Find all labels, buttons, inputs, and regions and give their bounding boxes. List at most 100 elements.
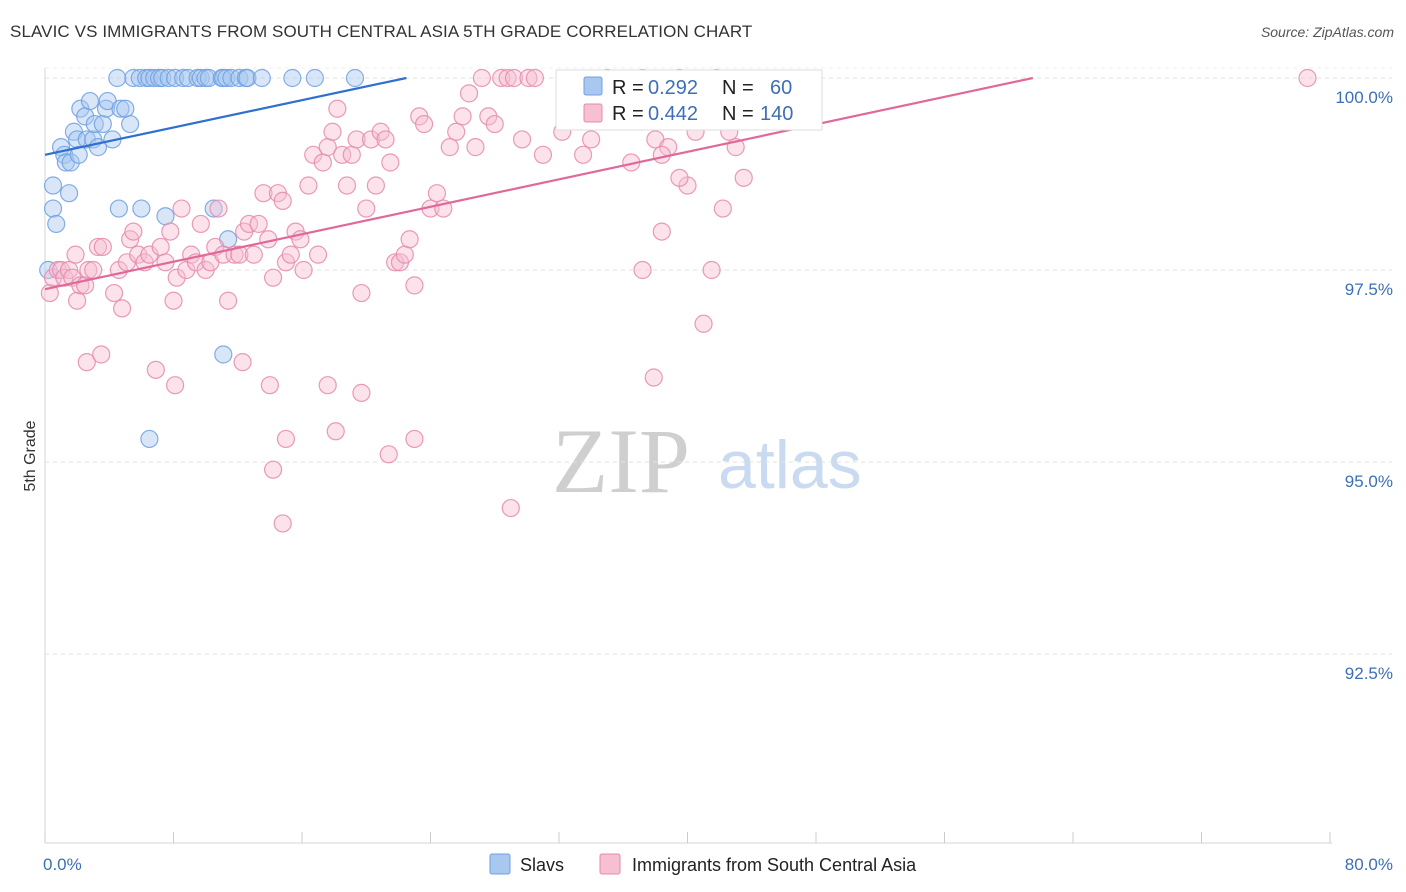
x-ticks [44, 832, 1331, 843]
immigrants-point [427, 184, 447, 203]
y-tick-label: 100.0% [1335, 88, 1393, 107]
slavs-point [305, 68, 324, 88]
slavs-point [59, 184, 79, 203]
immigrants-point [734, 168, 753, 187]
slavs-point [204, 199, 223, 218]
immigrants-point [652, 145, 671, 164]
slavs-point [43, 176, 63, 195]
bottom-legend-swatch-immigrants [599, 853, 621, 875]
immigrants-point [472, 68, 491, 88]
slavs-point [116, 99, 135, 118]
immigrants-point [167, 268, 186, 287]
slavs-point [93, 114, 112, 134]
immigrants-point [347, 130, 366, 149]
immigrants-point [447, 122, 466, 141]
slavs-point [80, 91, 100, 111]
immigrants-point [191, 214, 210, 234]
legend-swatch-slavs [583, 76, 603, 96]
slavs-point [238, 68, 257, 88]
y-tick-label: 97.5% [1345, 280, 1393, 299]
immigrants-point [512, 130, 532, 149]
immigrants-point [84, 260, 103, 280]
immigrants-point [77, 353, 96, 372]
immigrants-point [652, 222, 671, 241]
immigrants-point [381, 153, 400, 172]
bottom-legend-label-immigrants: Immigrants from South Central Asia [632, 855, 917, 875]
legend-n-label-slavs: N = [722, 77, 754, 99]
slavs-point [156, 207, 175, 226]
immigrants-point [492, 68, 511, 88]
immigrants-trend-line [44, 76, 1034, 291]
immigrants-point [633, 260, 652, 280]
immigrants-point [112, 299, 132, 318]
slavs-point [132, 199, 151, 218]
legend-r-value-slavs: 0.292 [648, 77, 698, 99]
immigrants-point [161, 222, 180, 241]
immigrants-point [1298, 68, 1317, 88]
watermark-zip: ZIP [552, 410, 690, 512]
immigrants-point [104, 283, 124, 303]
slavs-point [121, 114, 140, 134]
immigrants-point [93, 237, 112, 257]
slavs-point [199, 68, 218, 88]
slavs-point [159, 68, 178, 88]
immigrants-point [273, 191, 292, 210]
immigrants-point [573, 145, 593, 164]
trend-lines [44, 76, 1034, 291]
immigrants-point [146, 360, 165, 379]
immigrants-point [254, 184, 273, 203]
immigrants-point [209, 199, 228, 218]
y-tick-label: 92.5% [1345, 664, 1393, 683]
slavs-point [109, 199, 128, 218]
immigrants-point [318, 376, 337, 395]
immigrants-point [326, 422, 345, 441]
chart-source: Source: ZipAtlas.com [1260, 24, 1394, 40]
slavs-point [174, 68, 193, 88]
immigrants-point [386, 253, 405, 272]
immigrants-point [400, 230, 419, 249]
immigrants-point [308, 245, 328, 264]
immigrants-point [504, 68, 524, 88]
immigrants-point [533, 145, 553, 164]
immigrants-point [263, 460, 283, 479]
y-tick-label: 95.0% [1345, 472, 1393, 491]
slavs-point [69, 145, 88, 164]
slavs-point [178, 68, 198, 88]
slavs-point [214, 345, 233, 364]
immigrants-point [151, 237, 170, 257]
immigrants-point [328, 99, 347, 118]
legend-r-label-slavs: R = [612, 77, 644, 99]
immigrants-point [166, 376, 185, 395]
immigrants-point [299, 176, 318, 195]
immigrants-point [92, 345, 111, 364]
immigrants-point [244, 245, 263, 264]
immigrants-point [233, 353, 252, 372]
x-tick-label-max: 80.0% [1345, 855, 1393, 874]
immigrants-point [501, 498, 520, 518]
bottom-legend-label-slavs: Slavs [520, 855, 564, 875]
immigrants-point [352, 283, 371, 303]
immigrants-point [249, 214, 268, 234]
immigrants-point [466, 138, 485, 157]
immigrants-point [366, 176, 385, 195]
immigrants-point [79, 260, 98, 280]
legend-n-value-slavs: 60 [770, 77, 792, 99]
legend-r-value-immigrants: 0.442 [648, 103, 698, 125]
immigrants-point [164, 291, 183, 310]
slavs-point [140, 429, 159, 449]
immigrants-point [313, 153, 332, 172]
bottom-legend-swatch-slavs [489, 853, 511, 875]
immigrants-point [230, 245, 249, 264]
immigrants-point [88, 237, 108, 257]
series-legend: Slavs Immigrants from South Central Asia [489, 853, 917, 875]
slavs-point [153, 68, 172, 88]
slavs-point [108, 68, 127, 88]
legend-swatch-immigrants [583, 103, 603, 123]
immigrants-point [405, 276, 424, 295]
slavs-point [345, 68, 365, 88]
immigrants-point [66, 245, 85, 264]
immigrants-point [644, 368, 663, 387]
axes [44, 68, 1332, 844]
slavs-point [252, 68, 271, 88]
immigrants-point [376, 130, 395, 149]
